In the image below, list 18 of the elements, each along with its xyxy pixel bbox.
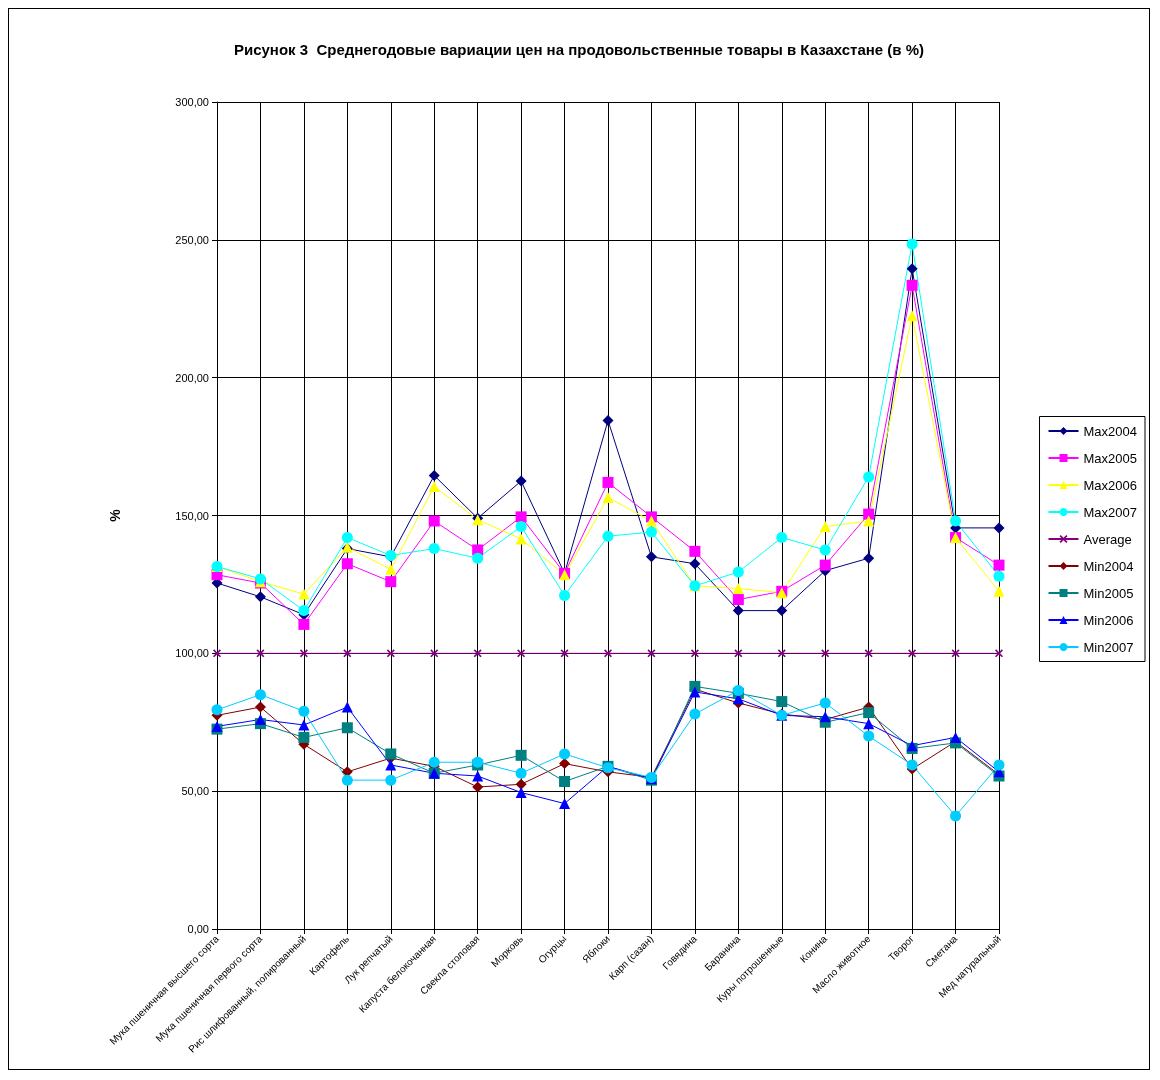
- legend-label: Average: [1083, 531, 1132, 547]
- y-tick-label: 300,00: [175, 96, 209, 108]
- y-axis-title: %: [107, 508, 123, 522]
- y-tick-label: 50,00: [181, 785, 209, 798]
- y-tick-label: 150,00: [175, 509, 209, 522]
- y-tick-label: 200,00: [175, 371, 209, 384]
- y-tick-label: 250,00: [175, 233, 209, 246]
- legend-label: Max2004: [1083, 423, 1138, 439]
- y-tick-label: 0,00: [187, 923, 209, 935]
- y-tick-label: 100,00: [175, 647, 209, 660]
- legend-label: Max2006: [1083, 477, 1138, 493]
- legend-label: Max2005: [1083, 450, 1138, 466]
- legend-label: Min2007: [1083, 639, 1134, 655]
- legend-label: Max2007: [1083, 504, 1138, 520]
- legend-label: Min2004: [1083, 558, 1134, 574]
- legend-label: Min2005: [1083, 585, 1134, 601]
- legend-label: Min2006: [1083, 612, 1134, 628]
- chart-title: Рисунок 3 Среднегодовые вариации цен на продовольственные товары в Казахстане (в %): [233, 41, 925, 58]
